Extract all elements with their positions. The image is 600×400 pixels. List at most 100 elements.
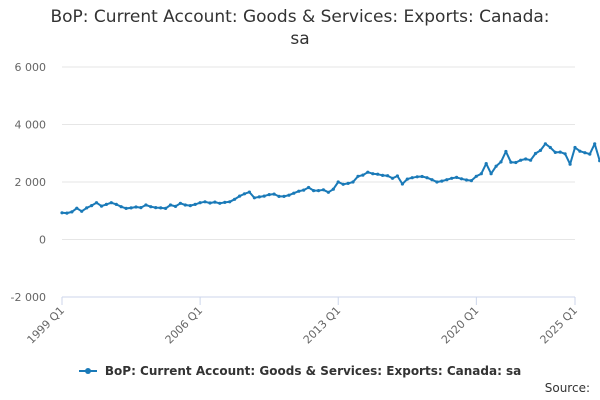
data-point — [297, 189, 301, 193]
data-point — [267, 193, 271, 197]
data-point — [524, 157, 528, 161]
data-point — [326, 190, 330, 194]
data-point — [70, 210, 74, 214]
data-point — [247, 190, 251, 194]
data-point — [99, 204, 104, 208]
data-point — [173, 204, 178, 208]
data-point — [420, 174, 424, 179]
data-point — [445, 178, 449, 182]
data-point — [455, 175, 459, 179]
data-point — [440, 179, 444, 183]
data-point — [307, 185, 311, 190]
data-point — [504, 149, 508, 154]
chart-title-line2: sa — [290, 29, 310, 49]
data-point — [405, 177, 409, 181]
data-point — [168, 203, 173, 207]
data-point — [90, 204, 94, 208]
data-point — [188, 204, 192, 208]
data-point — [341, 182, 345, 186]
data-point — [139, 206, 143, 210]
data-point — [588, 152, 592, 156]
data-point — [321, 188, 325, 192]
data-point — [282, 194, 286, 198]
data-point — [371, 172, 375, 176]
data-point — [494, 164, 498, 168]
data-point — [331, 187, 335, 191]
legend[interactable]: BoP: Current Account: Goods & Services: … — [0, 364, 600, 378]
y-tick-label: 0 — [39, 234, 46, 247]
data-point — [479, 172, 483, 176]
data-point — [499, 160, 503, 164]
data-point — [533, 151, 538, 156]
x-tick-label: 2006 Q1 — [163, 304, 206, 347]
legend-label: BoP: Current Account: Goods & Services: … — [104, 364, 522, 378]
data-point — [509, 160, 513, 164]
x-tick-label: 2025 Q1 — [538, 304, 581, 347]
data-point — [400, 182, 404, 186]
data-point — [538, 148, 543, 152]
data-point — [203, 200, 207, 204]
data-point — [430, 178, 434, 182]
data-point — [233, 197, 237, 201]
data-point — [593, 142, 597, 146]
data-point — [302, 188, 306, 192]
data-point — [316, 189, 321, 193]
data-point — [85, 206, 89, 210]
source-label: Source: — [544, 381, 590, 395]
data-point — [459, 177, 464, 181]
data-point — [80, 209, 84, 213]
data-point — [548, 145, 552, 150]
x-tick-label: 1999 Q1 — [25, 304, 68, 347]
data-point — [312, 189, 316, 193]
y-tick-label: 2 000 — [15, 176, 47, 189]
data-point — [568, 162, 572, 166]
data-point — [356, 174, 360, 178]
data-point — [257, 195, 261, 199]
data-point — [228, 200, 232, 204]
series-group — [60, 142, 600, 215]
data-point — [154, 206, 158, 210]
data-point — [395, 174, 399, 178]
data-point — [415, 175, 419, 179]
data-point — [129, 206, 133, 210]
data-point — [159, 206, 163, 210]
data-point — [529, 158, 533, 162]
data-point — [75, 206, 79, 210]
gridlines: -2 000 0 2 000 4 000 6 000 — [11, 61, 575, 304]
data-point — [134, 205, 138, 209]
data-point — [484, 162, 488, 166]
data-point — [149, 205, 153, 209]
data-point — [558, 150, 562, 154]
data-point — [292, 191, 296, 195]
data-point — [519, 158, 523, 162]
data-point — [164, 206, 168, 210]
y-tick-label: -2 000 — [11, 291, 46, 304]
x-axis: 1999 Q1 2006 Q1 2013 Q1 2020 Q1 2025 Q1 — [25, 296, 581, 347]
data-point — [193, 202, 197, 206]
data-point — [435, 180, 439, 184]
data-point — [223, 200, 227, 204]
data-point — [109, 201, 113, 205]
data-point — [578, 149, 582, 153]
data-point — [390, 176, 395, 180]
data-point — [489, 172, 493, 176]
x-tick-label: 2020 Q1 — [439, 304, 482, 347]
data-point — [464, 178, 469, 182]
chart-title: BoP: Current Account: Goods & Services: … — [0, 6, 600, 50]
data-point — [514, 160, 518, 165]
data-point — [94, 201, 99, 205]
y-tick-label: 6 000 — [15, 61, 47, 74]
data-point — [252, 196, 256, 200]
legend-swatch-icon — [78, 365, 97, 377]
data-point — [381, 173, 385, 177]
data-point — [114, 202, 118, 206]
data-point — [144, 203, 148, 207]
data-point — [553, 150, 557, 154]
data-point — [346, 181, 350, 185]
data-point — [213, 200, 217, 204]
data-point — [208, 201, 212, 205]
data-point — [119, 205, 123, 209]
chart-title-line1: BoP: Current Account: Goods & Services: … — [50, 7, 550, 27]
data-point — [262, 194, 266, 198]
